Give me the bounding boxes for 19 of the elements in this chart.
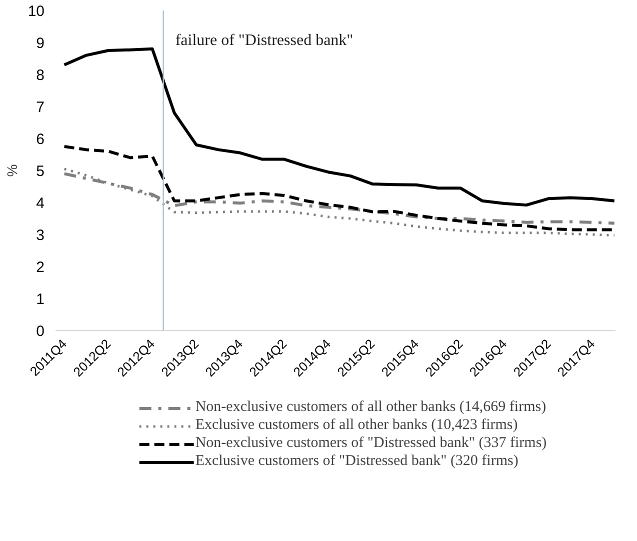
y-axis-title: % [4, 164, 20, 177]
y-tick-label: 7 [36, 99, 44, 116]
y-tick-label: 0 [36, 323, 44, 340]
y-tick-label: 3 [36, 227, 44, 244]
y-tick-label: 6 [36, 131, 44, 148]
legend-label: Exclusive customers of "Distressed bank" (320 firms) [195, 452, 518, 470]
legend-label: Exclusive customers of all other banks (10,423 firms) [195, 416, 518, 434]
y-tick-label: 9 [36, 35, 44, 52]
annotation: failure of "Distressed bank" [175, 32, 354, 49]
y-tick-label: 5 [36, 163, 44, 180]
legend-label: Non-exclusive customers of all other banks (14,669 firms) [195, 398, 546, 416]
y-tick-label: 4 [36, 195, 44, 212]
line-series [62, 47, 616, 207]
y-tick-label: 1 [36, 291, 44, 308]
line-series [63, 168, 616, 237]
y-tick-label: 10 [28, 3, 45, 20]
legend-label: Non-exclusive customers of "Distressed bank" (337 firms) [195, 434, 547, 452]
y-tick-label: 8 [36, 67, 44, 84]
y-tick-label: 2 [36, 259, 44, 276]
